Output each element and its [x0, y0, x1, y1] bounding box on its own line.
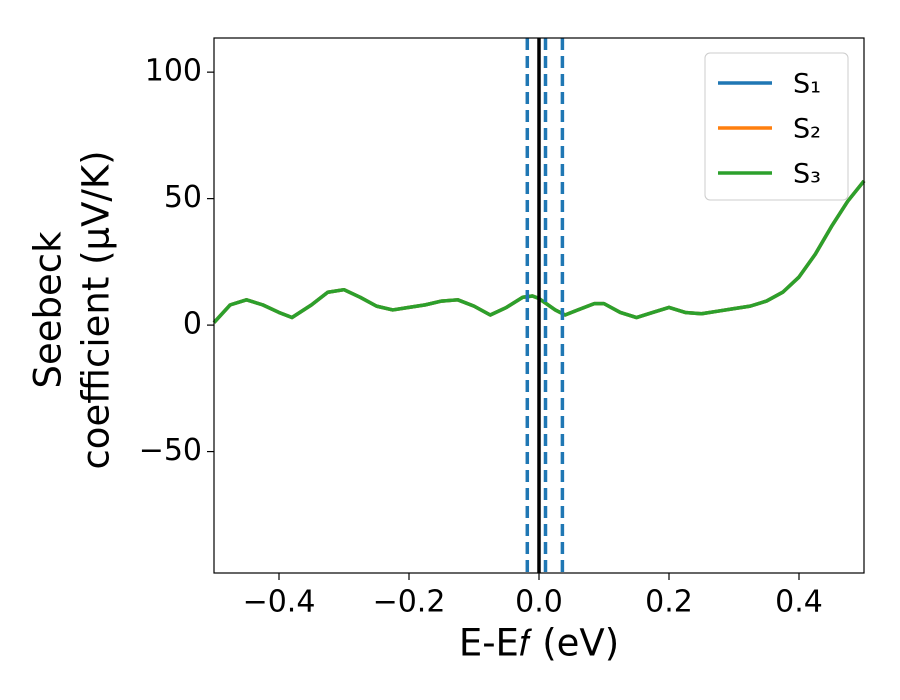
y-tick-label: 50: [164, 180, 202, 215]
plot-frame: [213, 37, 865, 574]
y-axis-label: coefficient (μV/K): [75, 150, 118, 469]
x-tick-label: −0.4: [243, 585, 316, 620]
x-axis-label: E-E𝑓 (eV): [459, 622, 619, 665]
y-tick-label: 0: [183, 307, 202, 342]
x-tick-label: 0.4: [775, 585, 823, 620]
y-tick-label: −50: [139, 433, 202, 468]
y-tick-label: 100: [145, 54, 202, 89]
legend-label: S₂: [793, 114, 821, 145]
y-axis-label: Seebeck: [27, 231, 70, 389]
x-tick-label: −0.2: [373, 585, 446, 620]
legend-label: S₃: [793, 159, 821, 190]
legend-label: S₁: [793, 69, 821, 100]
x-tick-label: 0.0: [515, 585, 563, 620]
legend-box: [704, 52, 849, 201]
x-tick-label: 0.2: [645, 585, 693, 620]
